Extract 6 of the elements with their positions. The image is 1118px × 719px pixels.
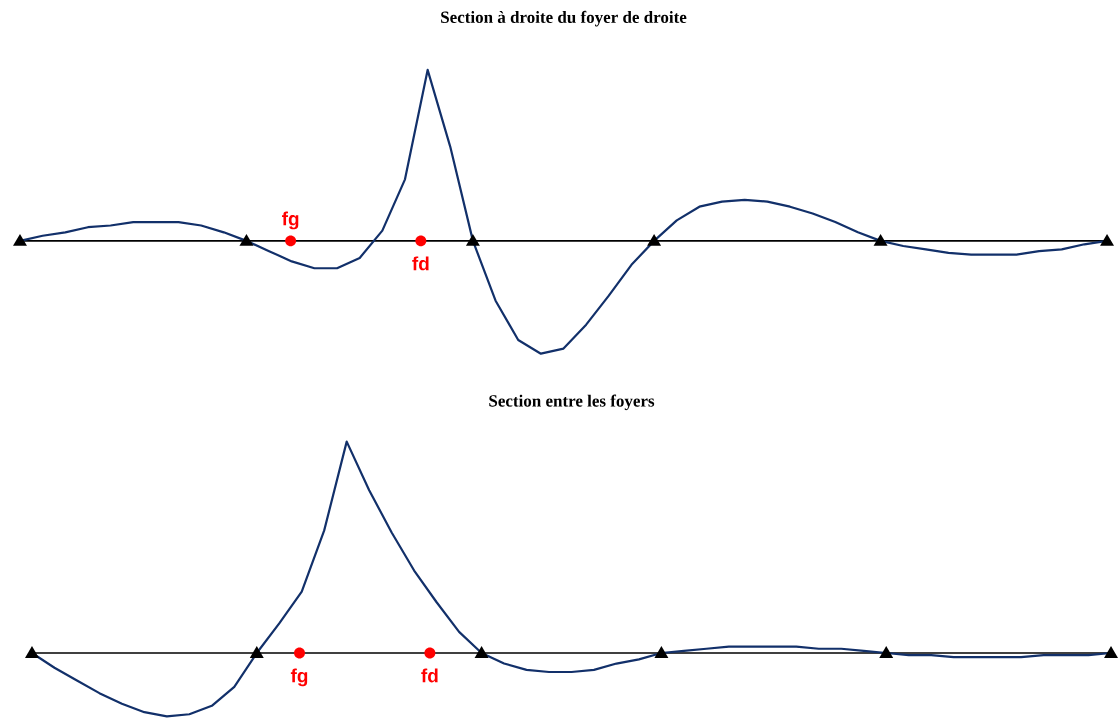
annotation: fg — [290, 668, 308, 687]
chart-title: Section entre les foyers — [489, 394, 655, 410]
annotation: fg — [281, 211, 299, 230]
annotation: fd — [412, 256, 429, 271]
annotation: fd — [421, 668, 438, 683]
chart-title: Section à droite du foyer de droite — [441, 10, 687, 27]
